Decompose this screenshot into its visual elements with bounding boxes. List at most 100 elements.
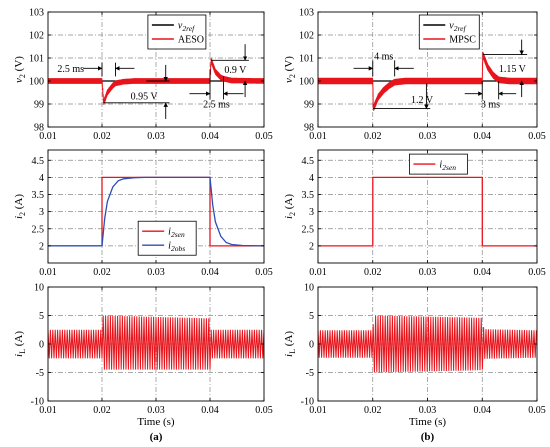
y-tick-label: 5 [39, 311, 44, 322]
x-tick-label: 0.01 [309, 405, 327, 416]
annotation-label: 4 ms [374, 51, 393, 62]
y-tick-label: 98 [34, 123, 44, 134]
y-axis-label-unit: (A) [13, 194, 25, 212]
y-tick-label: 4.5 [32, 156, 45, 167]
plot-area [318, 51, 537, 111]
legend-label: MPSC [449, 35, 476, 46]
y-tick-label: -5 [36, 368, 44, 379]
panel-label-b: (b) [421, 431, 435, 443]
y-tick-label: 4.5 [302, 156, 315, 167]
plot-area [318, 315, 537, 373]
y-axis-label-unit: (A) [13, 331, 25, 349]
y-tick-label: 102 [29, 31, 44, 42]
y-tick-label: 2 [39, 241, 44, 252]
y-axis-label: iL (A) [283, 331, 297, 357]
legend-symbol: v [449, 21, 454, 32]
x-tick-label: 0.01 [39, 405, 57, 416]
legend-symbol: i [439, 160, 442, 171]
x-tick-label: 0.02 [364, 131, 382, 142]
legend-sub: 2obs [171, 244, 185, 253]
panel-label-a: (a) [150, 431, 163, 443]
x-tick-label: 0.05 [528, 267, 546, 278]
y-tick-label: 102 [299, 31, 314, 42]
x-tick-label: 0.05 [528, 131, 546, 142]
y-tick-label: 2 [309, 241, 314, 252]
y-tick-label: 3 [309, 207, 314, 218]
y-tick-label: 101 [29, 54, 44, 65]
legend-symbol: i [168, 227, 171, 238]
x-tick-label: 0.03 [419, 131, 437, 142]
legend-label: v2ref [178, 21, 195, 34]
y-tick-label: 4 [39, 173, 44, 184]
x-tick-label: 0.02 [364, 405, 382, 416]
x-tick-label: 0.01 [39, 131, 57, 142]
annotation-label: 2.5 ms [57, 64, 84, 75]
y-axis-label-sub: 2 [288, 74, 297, 78]
y-axis-label-symbol: i [283, 216, 295, 219]
x-axis-label: Time (s) [137, 416, 175, 428]
x-tick-label: 0.03 [419, 405, 437, 416]
legend-box [137, 220, 197, 256]
x-tick-label: 0.04 [201, 267, 219, 278]
x-tick-label: 0.05 [528, 405, 546, 416]
y-tick-label: 100 [29, 77, 44, 88]
legend-symbol: i [168, 241, 171, 252]
y-axis-label: i2 (A) [13, 194, 27, 219]
annotation-label: 0.9 V [224, 65, 247, 76]
x-tick-label: 0.04 [474, 131, 492, 142]
x-tick-label: 0.03 [147, 405, 165, 416]
series-i2obs [48, 176, 264, 247]
x-tick-label: 0.02 [93, 267, 111, 278]
x-tick-label: 0.01 [309, 267, 327, 278]
annotation-label: 3 ms [481, 100, 500, 111]
legend-box [409, 153, 468, 175]
x-tick-label: 0.04 [474, 267, 492, 278]
x-tick-label: 0.02 [364, 267, 382, 278]
plot-area [48, 315, 264, 370]
y-tick-label: 3 [39, 207, 44, 218]
legend-sub: 2ref [454, 24, 467, 33]
y-tick-label: 103 [29, 8, 44, 19]
chart-a_iL: 0.01 0.02 0.03 0.04 0.05 -10 -5 0 5 10 iL (A) Time … [13, 283, 273, 429]
legend-label: v2ref [449, 21, 466, 34]
y-axis-label-unit: (A) [283, 194, 295, 212]
annotation-label: 1.2 V [411, 95, 434, 106]
annotation-label: 2.5 ms [203, 100, 230, 111]
y-tick-label: 103 [299, 8, 314, 19]
series-iL [318, 315, 537, 373]
y-axis-label-symbol: i [13, 354, 25, 357]
x-tick-label: 0.03 [147, 267, 165, 278]
plot-area [318, 176, 537, 247]
series-MPSC [318, 51, 537, 111]
x-tick-label: 0.01 [309, 131, 327, 142]
y-axis-label-unit: (V) [13, 56, 25, 74]
x-tick-label: 0.04 [474, 405, 492, 416]
series-AESO [48, 57, 264, 105]
x-tick-label: 0.03 [419, 267, 437, 278]
y-axis-label: iL (A) [13, 331, 27, 357]
y-tick-label: 98 [304, 123, 314, 134]
y-axis-label-sub: L [288, 349, 297, 354]
x-tick-label: 0.02 [93, 405, 111, 416]
y-axis-label-symbol: v [13, 78, 25, 83]
y-tick-label: 0 [309, 340, 314, 351]
series-i2sen [318, 176, 537, 247]
y-tick-label: -5 [306, 368, 314, 379]
legend-symbol: v [178, 21, 183, 32]
y-tick-label: 2.5 [302, 224, 315, 235]
chart-b_iL: 0.01 0.02 0.03 0.04 0.05 -10 -5 0 5 10 iL (A) Time … [283, 283, 546, 429]
legend-sub: 2ref [182, 24, 195, 33]
legend-sub: 2sen [171, 230, 185, 239]
x-tick-label: 0.02 [93, 131, 111, 142]
y-tick-label: 2.5 [32, 224, 45, 235]
y-axis-label-symbol: i [13, 216, 25, 219]
x-tick-label: 0.04 [201, 131, 219, 142]
y-tick-label: 101 [299, 54, 314, 65]
y-tick-label: 3.5 [32, 190, 45, 201]
y-tick-label: 10 [304, 283, 314, 294]
plot-area [48, 176, 264, 247]
y-tick-label: 10 [34, 283, 44, 294]
